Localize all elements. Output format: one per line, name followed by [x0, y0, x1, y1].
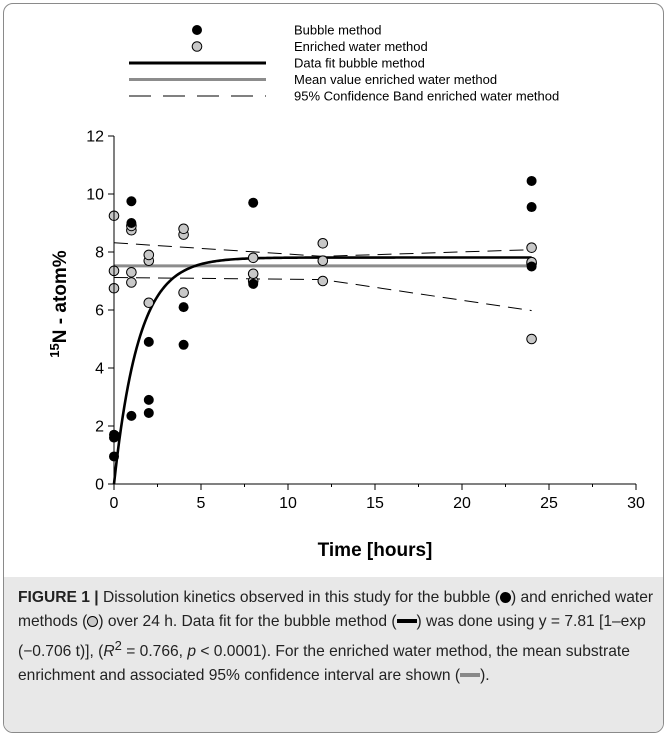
caption-text: ) over 24 h. Data fit for the bubble met… [98, 613, 397, 630]
point-bubble [143, 407, 154, 418]
caption-text: ) and enriched water methods ( [18, 589, 654, 630]
caption-text: = 0.766, [121, 643, 188, 661]
black-line-symbol [396, 619, 417, 623]
y-tick-label: 0 [95, 477, 104, 494]
point-bubble [526, 261, 537, 272]
grey-dot-symbol [87, 616, 99, 627]
fit-line-group [112, 256, 532, 485]
legend-marker-enriched [191, 41, 203, 52]
legend-label: Bubble method [294, 23, 381, 38]
point-enriched [143, 249, 155, 261]
point-enriched [526, 242, 537, 253]
point-enriched [317, 275, 329, 287]
point-bubble [126, 410, 137, 421]
point-bubble [143, 336, 154, 347]
point-bubble [178, 339, 189, 350]
point-bubble [248, 278, 259, 289]
caption-background [4, 577, 663, 732]
point-enriched [126, 267, 137, 278]
legend-label: 95% Confidence Band enriched water metho… [294, 89, 559, 104]
y-tick-label: 6 [95, 303, 104, 320]
point-bubble [526, 202, 537, 213]
point-bubble [178, 302, 189, 313]
point-enriched [247, 268, 259, 280]
point-enriched [178, 287, 189, 298]
grey-line-symbol [460, 673, 481, 678]
black-dot-symbol [499, 592, 511, 603]
y-axis-label: 15N - atom% [47, 250, 71, 357]
point-bubble [526, 175, 537, 186]
legend-marker-bubble [192, 25, 202, 35]
point-bubble [143, 394, 154, 405]
point-bubble [126, 196, 137, 207]
x-tick-label: 0 [110, 495, 119, 512]
caption-r2-sup: 2 [114, 638, 122, 653]
point-enriched [317, 238, 329, 249]
point-enriched [247, 252, 259, 264]
point-bubble [126, 218, 137, 228]
legend-label: Data fit bubble method [294, 56, 425, 71]
point-enriched [126, 277, 137, 288]
y-tick-label: 4 [95, 361, 104, 378]
x-tick-label: 5 [197, 495, 206, 512]
figure-caption: FIGURE 1 | Dissolution kinetics observed… [18, 586, 658, 688]
x-tick-label: 20 [453, 495, 471, 512]
y-tick-label: 8 [95, 245, 104, 262]
x-axis-label: Time [hours] [318, 540, 433, 561]
caption-label: FIGURE 1 | [18, 589, 99, 606]
caption-text: ). [480, 667, 490, 685]
plot-area: 0 5 10 15 20 25 30 0 2 4 6 8 10 12 [86, 129, 645, 513]
y-axis-label-superscript: 15 [47, 343, 62, 357]
point-enriched [178, 223, 189, 235]
y-tick-label: 2 [95, 419, 104, 436]
figure-frame: Bubble method Enriched water method Data f… [3, 3, 664, 733]
y-tick-label: 12 [86, 129, 104, 146]
x-tick-label: 15 [366, 495, 384, 512]
x-tick-label: 10 [279, 495, 297, 512]
point-bubble [110, 431, 121, 442]
point-enriched [317, 255, 329, 267]
fit-curve [112, 256, 532, 485]
data-points [108, 175, 537, 462]
caption-text: ) was done using y = 7.81 [1–exp (−0.706… [18, 613, 646, 661]
x-tick-label: 30 [627, 495, 645, 512]
caption-r2: R [103, 643, 115, 661]
legend-label: Mean value enriched water method [294, 72, 497, 87]
caption-text: Dissolution kinetics observed in this st… [98, 589, 500, 606]
caption-p: p [187, 643, 197, 661]
caption-text: < 0.0001). For the enriched water method… [18, 643, 630, 685]
point-bubble [248, 197, 259, 208]
point-enriched [526, 333, 537, 345]
x-tick-label: 25 [540, 495, 558, 512]
y-tick-label: 10 [86, 187, 104, 204]
axes: 0 5 10 15 20 25 30 0 2 4 6 8 10 12 [86, 129, 645, 513]
point-enriched [143, 297, 155, 309]
legend-label: Enriched water method [294, 39, 428, 54]
y-axis-label-main: N - atom% [50, 250, 71, 343]
